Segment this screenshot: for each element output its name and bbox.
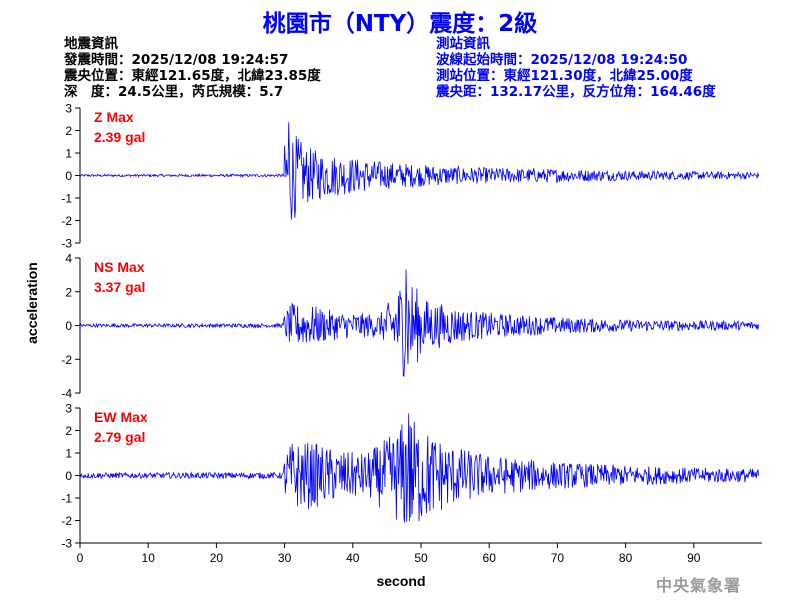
y-tick-label: 0 [65,169,72,183]
y-tick-label: 1 [65,447,72,461]
depth-magnitude-text: 深 度：24.5公里，芮氏規模：5.7 [64,84,284,100]
y-tick-label: 2 [65,124,72,138]
max-value-Z: 2.39 gal [94,129,145,145]
x-tick-label: 60 [483,551,497,565]
max-label-NS: NS Max [94,259,145,275]
x-tick-label: 30 [278,551,292,565]
quake-info-block: 地震資訊 發震時間：2025/12/08 19:24:57 震央位置：東經121… [64,36,321,100]
x-tick-label: 70 [551,551,565,565]
max-label-EW: EW Max [94,409,148,425]
x-tick-label: 80 [619,551,633,565]
x-tick-label: 90 [687,551,701,565]
x-axis-label: second [376,573,425,589]
station-info-header: 測站資訊 [436,36,490,52]
y-tick-label: -1 [61,492,72,506]
y-tick-label: 2 [65,424,72,438]
y-tick-label: 1 [65,147,72,161]
y-tick-label: -4 [61,387,72,401]
x-tick-label: 0 [77,551,84,565]
quake-info-header: 地震資訊 [64,36,118,52]
chart-title: 桃園市（NTY）震度：2級 [262,11,538,37]
y-tick-label: -3 [61,237,72,251]
station-info-block: 測站資訊 波線起始時間：2025/12/08 19:24:50 測站位置：東經1… [436,36,716,100]
y-axis-label: acceleration [24,262,40,344]
waveform-trace-NS [79,269,759,377]
wave-start-text: 波線起始時間：2025/12/08 19:24:50 [436,52,688,68]
max-value-EW: 2.79 gal [94,429,145,445]
y-tick-label: -2 [61,353,72,367]
station-location-text: 測站位置：東經121.30度，北緯25.00度 [436,68,693,84]
waveform-trace-Z [79,122,759,220]
max-value-NS: 3.37 gal [94,279,145,295]
y-tick-label: 0 [65,319,72,333]
distance-azimuth-text: 震央距：132.17公里，反方位角：164.46度 [436,84,716,100]
x-tick-label: 50 [414,551,428,565]
y-tick-label: 2 [65,285,72,299]
y-tick-label: 3 [65,102,72,116]
x-tick-label: 10 [142,551,156,565]
y-tick-label: 4 [65,252,72,266]
origin-time-text: 發震時間：2025/12/08 19:24:57 [64,52,289,68]
y-tick-label: -3 [61,537,72,551]
y-tick-label: -2 [61,514,72,528]
max-label-Z: Z Max [94,109,134,125]
epicenter-text: 震央位置：東經121.65度，北緯23.85度 [64,68,321,84]
y-tick-label: 3 [65,402,72,416]
y-tick-label: -1 [61,192,72,206]
y-tick-label: -2 [61,214,72,228]
x-tick-label: 40 [346,551,360,565]
y-tick-label: 0 [65,469,72,483]
waveform-trace-EW [79,413,759,523]
x-tick-label: 20 [210,551,224,565]
cwa-watermark: 中央氣象署 [656,576,742,595]
